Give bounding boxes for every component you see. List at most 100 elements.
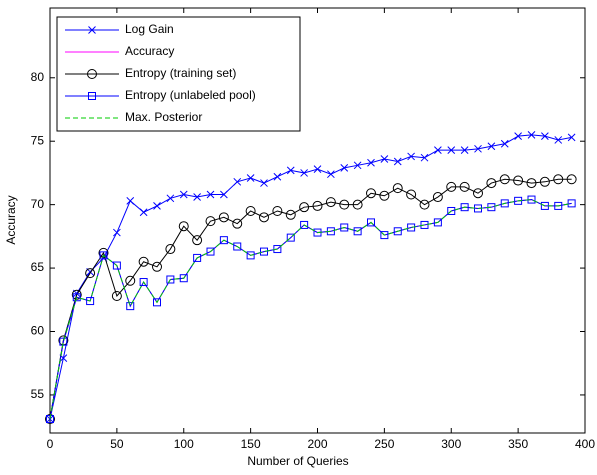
marker — [179, 274, 188, 283]
marker — [260, 247, 268, 256]
marker — [139, 208, 148, 217]
x-tick-label: 400 — [575, 437, 595, 451]
marker — [367, 218, 375, 227]
legend-marker — [88, 26, 96, 34]
marker — [554, 136, 563, 144]
marker — [567, 199, 576, 208]
marker — [432, 192, 443, 203]
y-tick-label: 75 — [31, 133, 45, 147]
marker — [473, 188, 483, 199]
marker — [299, 202, 310, 213]
marker — [393, 227, 402, 236]
marker — [474, 144, 482, 153]
y-tick-label: 55 — [31, 387, 45, 401]
marker — [566, 174, 577, 185]
marker — [166, 194, 175, 203]
legend-label: Entropy (unlabeled pool) — [125, 88, 256, 102]
marker — [273, 245, 282, 254]
marker — [246, 251, 255, 260]
marker — [286, 233, 295, 242]
marker — [393, 157, 402, 166]
marker — [219, 236, 228, 245]
legend-marker — [87, 69, 97, 79]
series-line — [49, 134, 572, 420]
marker — [500, 139, 509, 148]
marker — [206, 247, 215, 256]
marker — [446, 181, 457, 192]
legend-label: Accuracy — [125, 44, 174, 58]
marker — [178, 221, 189, 232]
marker — [460, 146, 469, 154]
y-axis-label: Accuracy — [4, 195, 18, 244]
marker — [72, 293, 81, 302]
marker — [325, 197, 336, 208]
marker — [407, 152, 415, 161]
marker — [340, 223, 349, 232]
marker — [165, 244, 176, 255]
marker — [420, 153, 429, 162]
x-axis-label: Number of Queries — [247, 454, 348, 468]
marker — [380, 231, 389, 240]
marker — [340, 163, 349, 172]
marker — [46, 415, 54, 423]
legend-label: Max. Posterior — [125, 110, 202, 124]
marker — [112, 261, 121, 270]
marker — [434, 146, 442, 154]
marker — [205, 216, 216, 227]
marker — [447, 206, 456, 215]
marker — [300, 220, 309, 229]
marker — [245, 205, 256, 216]
marker — [232, 218, 243, 229]
legend-label: Log Gain — [125, 22, 174, 36]
marker — [541, 132, 549, 140]
marker — [567, 133, 576, 142]
marker — [553, 174, 564, 185]
marker — [526, 178, 537, 189]
marker — [152, 261, 162, 272]
series-line — [49, 178, 572, 420]
marker — [392, 183, 403, 194]
marker — [113, 228, 121, 237]
marker — [46, 415, 54, 424]
marker — [499, 174, 510, 185]
marker — [380, 155, 389, 163]
marker — [539, 176, 550, 187]
marker — [246, 174, 255, 182]
marker — [406, 189, 417, 200]
marker — [554, 201, 563, 210]
marker — [487, 142, 496, 151]
marker — [99, 251, 108, 260]
series-line — [49, 199, 572, 420]
marker — [353, 161, 362, 170]
legend-marker — [88, 92, 96, 100]
y-tick-label: 60 — [31, 324, 45, 338]
marker — [486, 178, 497, 189]
marker — [366, 188, 376, 199]
marker — [419, 199, 430, 210]
marker — [272, 205, 283, 216]
marker — [179, 190, 188, 199]
marker — [459, 181, 470, 192]
marker — [285, 209, 296, 220]
marker — [71, 289, 82, 300]
marker — [259, 212, 269, 223]
y-tick-label: 80 — [31, 70, 45, 84]
marker — [352, 199, 363, 210]
marker — [407, 223, 416, 232]
marker — [527, 131, 536, 139]
marker — [193, 253, 202, 262]
marker — [86, 297, 95, 306]
marker — [420, 220, 429, 229]
marker — [45, 414, 55, 425]
marker — [138, 256, 149, 267]
marker — [513, 175, 524, 186]
x-tick-label: 50 — [110, 437, 124, 451]
marker — [312, 200, 323, 211]
marker — [98, 247, 109, 258]
x-tick-label: 300 — [441, 437, 461, 451]
marker — [153, 298, 161, 307]
marker — [153, 202, 161, 210]
marker — [126, 196, 135, 205]
marker — [125, 275, 136, 286]
marker — [233, 242, 242, 251]
